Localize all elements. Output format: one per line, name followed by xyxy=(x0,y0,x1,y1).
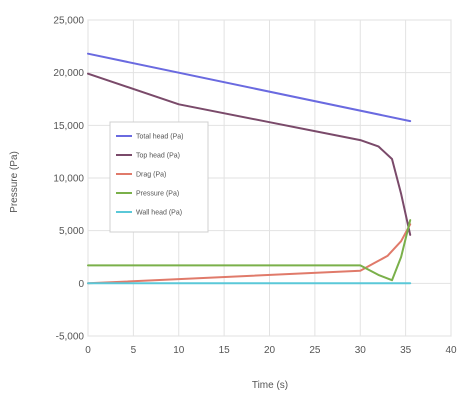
x-tick-label: 30 xyxy=(355,345,367,356)
legend-label: Pressure (Pa) xyxy=(136,191,179,198)
legend-label: Total head (Pa) xyxy=(136,134,183,141)
legend: Total head (Pa) Top head (Pa) Drag (Pa) Pre… xyxy=(110,122,208,232)
x-axis-title: Time (s) xyxy=(252,380,288,391)
y-tick-label: 10,000 xyxy=(53,174,84,185)
y-tick-label: 5,000 xyxy=(59,226,84,237)
x-tick-label: 0 xyxy=(85,345,91,356)
x-tick-label: 15 xyxy=(219,345,231,356)
x-tick-label: 5 xyxy=(131,345,137,356)
legend-label: Wall head (Pa) xyxy=(136,210,182,217)
x-axis-ticks: 0 5 10 15 20 25 30 35 40 xyxy=(85,345,457,356)
y-tick-label: -5,000 xyxy=(56,332,85,343)
x-tick-label: 20 xyxy=(264,345,276,356)
x-tick-label: 10 xyxy=(173,345,185,356)
x-tick-label: 25 xyxy=(309,345,321,356)
x-tick-label: 40 xyxy=(445,345,457,356)
legend-label: Drag (Pa) xyxy=(136,172,166,179)
y-tick-label: 0 xyxy=(78,279,84,290)
y-tick-label: 15,000 xyxy=(53,121,84,132)
x-tick-label: 35 xyxy=(400,345,412,356)
y-axis-ticks: -5,000 0 5,000 10,000 15,000 20,000 25,000 xyxy=(53,16,84,343)
y-tick-label: 20,000 xyxy=(53,68,84,79)
y-axis-title: Pressure (Pa) xyxy=(9,151,20,213)
y-tick-label: 25,000 xyxy=(53,16,84,27)
legend-label: Top head (Pa) xyxy=(136,153,180,160)
